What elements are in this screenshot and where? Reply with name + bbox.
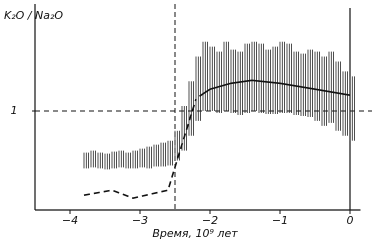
x-tick-label: 0 (347, 214, 354, 227)
x-tick-label: −2 (202, 214, 218, 227)
x-tick-label: −1 (272, 214, 288, 227)
y-axis-label: K₂O / Na₂O (4, 9, 63, 22)
y-tick-label: 1 (11, 104, 18, 117)
x-tick-label: −4 (62, 214, 78, 227)
x-axis-label: Время, 10⁹ лет (152, 227, 238, 240)
series-line (199, 79, 351, 97)
x-tick-label: −3 (132, 214, 148, 227)
series-line (83, 98, 197, 199)
